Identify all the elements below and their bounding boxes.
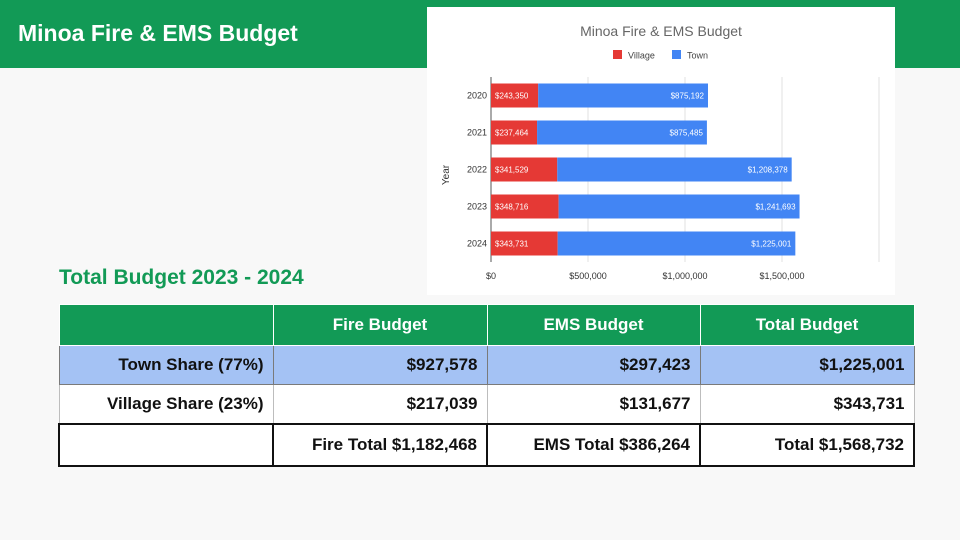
x-tick-label: $0	[486, 271, 496, 281]
legend-swatch-town	[672, 50, 681, 59]
legend-label-village: Village	[628, 51, 655, 61]
y-tick-label: 2020	[467, 91, 487, 101]
x-tick-label: $1,000,000	[662, 271, 707, 281]
bar-town-2022	[557, 157, 792, 182]
bar-village-2023	[491, 194, 559, 219]
ems-cell: $297,423	[486, 345, 701, 385]
data-label: $348,716	[495, 203, 529, 212]
row-label: Village Share (23%)	[58, 384, 274, 424]
chart-title: Minoa Fire & EMS Budget	[580, 23, 742, 39]
bar-village-2020	[491, 83, 539, 108]
bar-village-2021	[491, 120, 538, 145]
data-label: $237,464	[495, 129, 529, 138]
data-label: $1,225,001	[751, 240, 792, 249]
row-label: Town Share (77%)	[58, 345, 274, 385]
budget-table: Fire Budget EMS Budget Total Budget Town…	[58, 304, 915, 467]
row-label	[58, 422, 274, 467]
header-cell-ems: EMS Budget	[486, 304, 701, 346]
table-row-town: Town Share (77%) $927,578 $297,423 $1,22…	[58, 345, 915, 385]
table-header-row: Fire Budget EMS Budget Total Budget	[58, 304, 915, 346]
x-tick-label: $500,000	[569, 271, 607, 281]
section-title: Total Budget 2023 - 2024	[59, 266, 304, 289]
data-label: $1,208,378	[748, 166, 789, 175]
bar-town-2023	[558, 194, 800, 219]
header-cell-blank	[58, 304, 274, 346]
slide-title: Minoa Fire & EMS Budget	[18, 20, 298, 46]
y-tick-label: 2021	[467, 128, 487, 138]
fire-cell: $217,039	[272, 384, 488, 424]
data-label: $1,241,693	[755, 203, 796, 212]
chart-card: Minoa Fire & EMS Budget Village Town $0 $500…	[427, 7, 895, 295]
legend-swatch-village	[613, 50, 622, 59]
fire-cell: $927,578	[272, 345, 488, 385]
ems-cell: $131,677	[486, 384, 701, 424]
data-label: $875,485	[670, 129, 704, 138]
header-cell-total: Total Budget	[699, 304, 915, 346]
bar-town-2024	[557, 231, 796, 256]
grand-total-cell: Total $1,568,732	[699, 422, 915, 467]
bar-town-2020	[538, 83, 708, 108]
budget-chart: Minoa Fire & EMS Budget Village Town $0 $500…	[441, 23, 880, 281]
bar-town-2021	[537, 120, 707, 145]
total-cell: $1,225,001	[699, 345, 915, 385]
table-row-village: Village Share (23%) $217,039 $131,677 $3…	[58, 384, 915, 424]
table-row-totals: Fire Total $1,182,468 EMS Total $386,264…	[58, 422, 915, 467]
data-label: $243,350	[495, 92, 529, 101]
total-cell: $343,731	[699, 384, 915, 424]
ems-total-cell: EMS Total $386,264	[486, 422, 701, 467]
data-label: $343,731	[495, 240, 529, 249]
bar-village-2024	[491, 231, 558, 256]
fire-total-cell: Fire Total $1,182,468	[272, 422, 488, 467]
legend-label-town: Town	[687, 51, 708, 61]
data-label: $875,192	[671, 92, 705, 101]
y-tick-label: 2022	[467, 165, 487, 175]
data-label: $341,529	[495, 166, 529, 175]
bar-village-2022	[491, 157, 558, 182]
header-cell-fire: Fire Budget	[272, 304, 488, 346]
y-tick-label: 2023	[467, 202, 487, 212]
y-axis-label: Year	[441, 164, 452, 185]
x-tick-label: $1,500,000	[759, 271, 804, 281]
y-tick-label: 2024	[467, 239, 487, 249]
